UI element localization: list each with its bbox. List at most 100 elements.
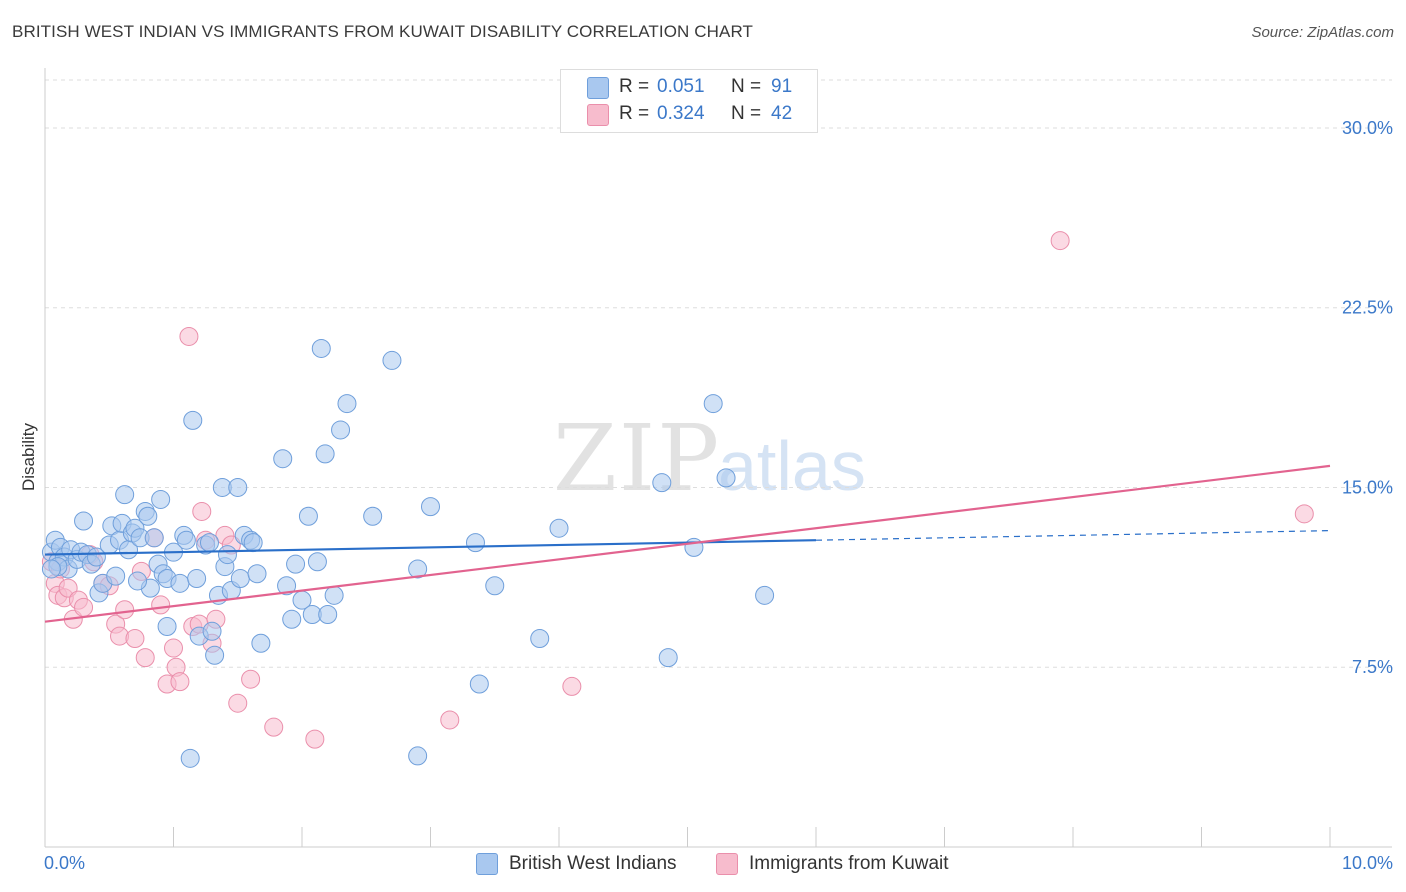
point-bwi bbox=[337, 394, 357, 414]
point-kuwait bbox=[241, 669, 261, 689]
point-bwi bbox=[408, 746, 428, 766]
point-bwi bbox=[286, 554, 306, 574]
point-bwi bbox=[157, 616, 177, 636]
legend-row-bwi: R = 0.051 N = 91 bbox=[561, 74, 817, 100]
point-kuwait bbox=[440, 710, 460, 730]
point-bwi bbox=[652, 473, 672, 493]
trend-line-bwi bbox=[44, 539, 817, 556]
point-bwi bbox=[228, 477, 248, 497]
point-bwi bbox=[273, 449, 293, 469]
tick-labels: 7.5% 15.0% 22.5% 30.0% 0.0% 10.0% bbox=[44, 118, 1393, 873]
point-kuwait bbox=[74, 597, 94, 617]
y-tick-label: 15.0% bbox=[1342, 477, 1393, 497]
point-bwi bbox=[703, 394, 723, 414]
point-bwi bbox=[199, 533, 219, 553]
watermark-zip: ZIP bbox=[553, 405, 721, 512]
point-kuwait bbox=[1050, 231, 1070, 251]
point-bwi bbox=[530, 628, 550, 648]
x-tick-label-min: 0.0% bbox=[44, 853, 85, 873]
bottom-legend-swatch-kuwait bbox=[716, 853, 738, 875]
point-bwi bbox=[282, 609, 302, 629]
legend: R = 0.051 N = 91 R = 0.324 N = 42 bbox=[560, 69, 818, 133]
bottom-legend-label-kuwait: Immigrants from Kuwait bbox=[749, 853, 949, 874]
bottom-legend-swatch-bwi bbox=[476, 853, 498, 875]
point-bwi bbox=[658, 648, 678, 668]
legend-n-label: N = bbox=[731, 103, 762, 124]
point-bwi bbox=[170, 573, 190, 593]
point-bwi bbox=[205, 645, 225, 665]
y-tick-label: 7.5% bbox=[1352, 657, 1393, 677]
point-bwi bbox=[41, 559, 61, 579]
point-bwi bbox=[311, 338, 331, 358]
point-bwi bbox=[128, 571, 148, 591]
point-bwi bbox=[421, 497, 440, 517]
point-bwi bbox=[217, 545, 237, 565]
legend-swatch-kuwait bbox=[587, 104, 609, 126]
point-bwi bbox=[230, 569, 250, 589]
trend-line-bwi-extension bbox=[815, 530, 1331, 541]
point-bwi bbox=[151, 489, 171, 509]
watermark-atlas: atlas bbox=[718, 427, 866, 505]
legend-r-label: R = bbox=[619, 76, 650, 97]
legend-r-label: R = bbox=[619, 103, 650, 124]
legend-n-label: N = bbox=[731, 76, 762, 97]
point-kuwait bbox=[164, 638, 183, 658]
point-kuwait bbox=[305, 729, 325, 749]
point-bwi bbox=[115, 485, 135, 505]
point-bwi bbox=[74, 511, 94, 531]
point-bwi bbox=[363, 506, 383, 526]
watermark: ZIP atlas bbox=[553, 405, 866, 512]
point-bwi bbox=[382, 350, 402, 370]
point-bwi bbox=[469, 674, 489, 694]
point-bwi bbox=[755, 585, 775, 605]
point-bwi bbox=[183, 410, 203, 430]
legend-r-value: 0.051 bbox=[657, 76, 705, 97]
point-bwi bbox=[465, 533, 485, 553]
point-kuwait bbox=[170, 672, 190, 692]
point-bwi bbox=[684, 537, 704, 557]
y-tick-label: 30.0% bbox=[1342, 118, 1393, 138]
point-bwi bbox=[277, 576, 297, 596]
chart-title: BRITISH WEST INDIAN VS IMMIGRANTS FROM K… bbox=[12, 22, 753, 41]
source-label: Source: ZipAtlas.com bbox=[1251, 24, 1394, 41]
point-bwi bbox=[331, 420, 351, 440]
point-kuwait bbox=[151, 595, 171, 615]
point-kuwait bbox=[135, 648, 155, 668]
point-bwi bbox=[138, 506, 158, 526]
point-kuwait bbox=[228, 693, 248, 713]
point-kuwait bbox=[1294, 504, 1314, 524]
point-bwi bbox=[202, 621, 222, 641]
legend-n-value: 42 bbox=[771, 103, 793, 124]
bottom-legend-kuwait: Immigrants from Kuwait bbox=[716, 851, 976, 877]
bottom-legend-bwi: British West Indians bbox=[476, 851, 696, 877]
point-bwi bbox=[318, 605, 338, 625]
x-tick-label-max: 10.0% bbox=[1342, 853, 1393, 873]
point-bwi bbox=[176, 530, 196, 550]
point-kuwait bbox=[264, 717, 284, 737]
point-kuwait bbox=[192, 501, 212, 521]
point-bwi bbox=[549, 518, 569, 538]
point-bwi bbox=[716, 468, 736, 488]
point-kuwait bbox=[115, 600, 135, 620]
point-bwi bbox=[106, 566, 126, 586]
point-bwi bbox=[324, 585, 344, 605]
series-bwi-points bbox=[41, 338, 775, 768]
point-bwi bbox=[144, 528, 164, 548]
point-bwi bbox=[485, 576, 505, 596]
legend-r-value: 0.324 bbox=[657, 103, 705, 124]
bottom-legend-label-bwi: British West Indians bbox=[509, 853, 677, 874]
axes bbox=[44, 68, 1392, 848]
legend-n-value: 91 bbox=[771, 76, 793, 97]
legend-swatch-bwi bbox=[587, 77, 609, 99]
point-bwi bbox=[187, 569, 207, 589]
point-bwi bbox=[408, 559, 428, 579]
point-bwi bbox=[251, 633, 271, 653]
point-bwi bbox=[180, 748, 200, 768]
point-bwi bbox=[315, 444, 335, 464]
trend-lines bbox=[44, 464, 1331, 623]
point-kuwait bbox=[179, 326, 199, 346]
point-bwi bbox=[243, 533, 263, 553]
y-axis-title: Disability bbox=[19, 422, 38, 491]
point-bwi bbox=[298, 506, 318, 526]
